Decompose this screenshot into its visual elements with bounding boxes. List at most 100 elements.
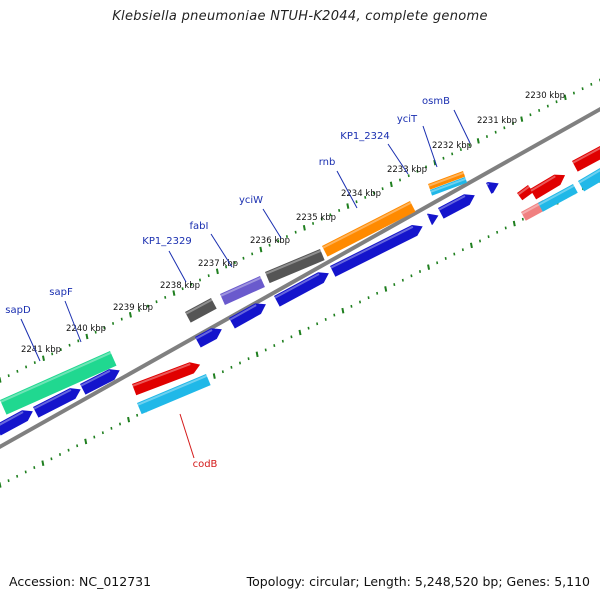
tick-mark	[24, 470, 27, 474]
upper-tick-track	[0, 78, 600, 383]
cds-blue-6-body	[438, 194, 475, 219]
gene-cyan-3-shine	[578, 169, 600, 184]
tick-mark	[127, 416, 131, 423]
backbone-line	[0, 106, 600, 450]
cds-blue-3	[274, 272, 329, 307]
tick-mark	[268, 243, 271, 247]
gene-red-small-shine	[517, 185, 530, 196]
gene-leader-line	[262, 208, 282, 239]
tick-mark	[407, 174, 410, 178]
tick-mark	[120, 317, 123, 321]
tick-mark	[329, 213, 332, 217]
gene-ycit-body	[430, 177, 468, 196]
tick-mark	[41, 355, 45, 362]
cds-blue-8-shine	[0, 411, 24, 426]
tick-mark	[451, 152, 454, 156]
cds-blue-10-body	[80, 369, 120, 395]
gene-ycit	[430, 177, 468, 196]
tick-mark	[521, 217, 524, 221]
tick-mark	[444, 256, 447, 260]
cds-blue-6	[438, 194, 475, 219]
gene-name-text: fabI	[190, 221, 209, 232]
tick-mark	[476, 138, 480, 144]
tick-mark	[0, 482, 2, 488]
gene-yciw	[265, 249, 325, 284]
tick-mark	[281, 339, 284, 343]
cds-blue-5-body	[427, 213, 439, 225]
tick-mark	[341, 307, 345, 314]
cds-blue-4-shine	[330, 225, 414, 269]
tick-mark	[68, 343, 71, 347]
axis-tick-label: 2235 kbp	[296, 213, 336, 223]
tick-mark	[67, 448, 70, 452]
tick-mark	[529, 113, 532, 117]
tick-mark	[16, 369, 19, 373]
gene-codb-cyan	[137, 374, 211, 415]
tick-mark	[7, 479, 10, 483]
tick-mark	[264, 348, 267, 352]
tick-mark	[364, 195, 367, 199]
gene-kp1-2329-shine	[185, 298, 213, 315]
tick-mark	[381, 187, 384, 191]
tick-mark	[146, 304, 149, 308]
gene-name-text: sapF	[49, 287, 73, 298]
tick-mark	[563, 94, 567, 101]
tick-mark	[181, 287, 184, 291]
gene-leader-line	[336, 170, 358, 209]
axis-tick-label: 2232 kbp	[432, 141, 472, 151]
gene-codb-red-shine	[132, 363, 191, 387]
tick-mark	[459, 148, 462, 152]
tick-mark	[478, 239, 482, 243]
cds-blue-4-body	[330, 225, 423, 277]
tick-mark	[273, 344, 276, 348]
tick-mark	[59, 348, 62, 352]
gene-kp1-2324	[428, 171, 466, 190]
tick-mark	[427, 264, 431, 270]
cds-blue-3-body	[274, 272, 329, 307]
axis-tick-label: 2241 kbp	[21, 345, 61, 355]
tick-mark	[494, 130, 497, 134]
tick-mark	[76, 444, 79, 448]
tick-mark	[221, 370, 224, 374]
gene-name-text: KP1_2324	[340, 131, 389, 142]
tick-mark	[172, 290, 176, 296]
gene-fabi-shine	[220, 276, 262, 297]
cds-blue-1	[195, 328, 222, 348]
cds-blue-1-shine	[195, 329, 213, 340]
tick-mark	[425, 165, 428, 169]
gene-codb-red-body	[132, 362, 201, 396]
gene-codb-red	[132, 362, 201, 396]
gene-red-3-shine	[572, 147, 600, 164]
tick-mark	[461, 248, 464, 252]
gene-name-text: KP1_2329	[142, 236, 191, 247]
gene-red-small	[517, 185, 534, 201]
gene-yciw-shine	[265, 249, 322, 275]
gene-label-sapd: sapD	[5, 305, 41, 362]
tick-mark	[312, 222, 315, 225]
axis-tick-label: 2233 kbp	[387, 165, 427, 175]
gene-rnb	[322, 201, 416, 257]
tick-mark	[164, 295, 167, 299]
tick-mark	[298, 329, 302, 336]
gene-fabi-body	[220, 276, 265, 305]
gene-leader-line	[168, 250, 187, 283]
gene-rnb-body	[322, 201, 416, 257]
tick-mark	[555, 100, 558, 104]
cds-blue-7	[486, 182, 499, 194]
tick-mark	[238, 361, 242, 365]
tick-mark	[590, 82, 593, 86]
gene-label-sapf: sapF	[49, 287, 82, 343]
tick-mark	[320, 217, 323, 221]
tick-mark	[50, 457, 53, 461]
tick-mark	[410, 274, 413, 278]
map-title: Klebsiella pneumoniae NTUH-K2044, comple…	[112, 9, 488, 24]
tick-mark	[581, 87, 584, 91]
cds-blue-8	[0, 410, 33, 436]
gene-leader-line	[179, 413, 195, 459]
gene-leader-line	[422, 125, 438, 168]
tick-mark	[259, 246, 263, 253]
tick-mark	[212, 373, 216, 379]
tick-mark	[512, 220, 516, 227]
gene-leader-line	[453, 109, 471, 144]
